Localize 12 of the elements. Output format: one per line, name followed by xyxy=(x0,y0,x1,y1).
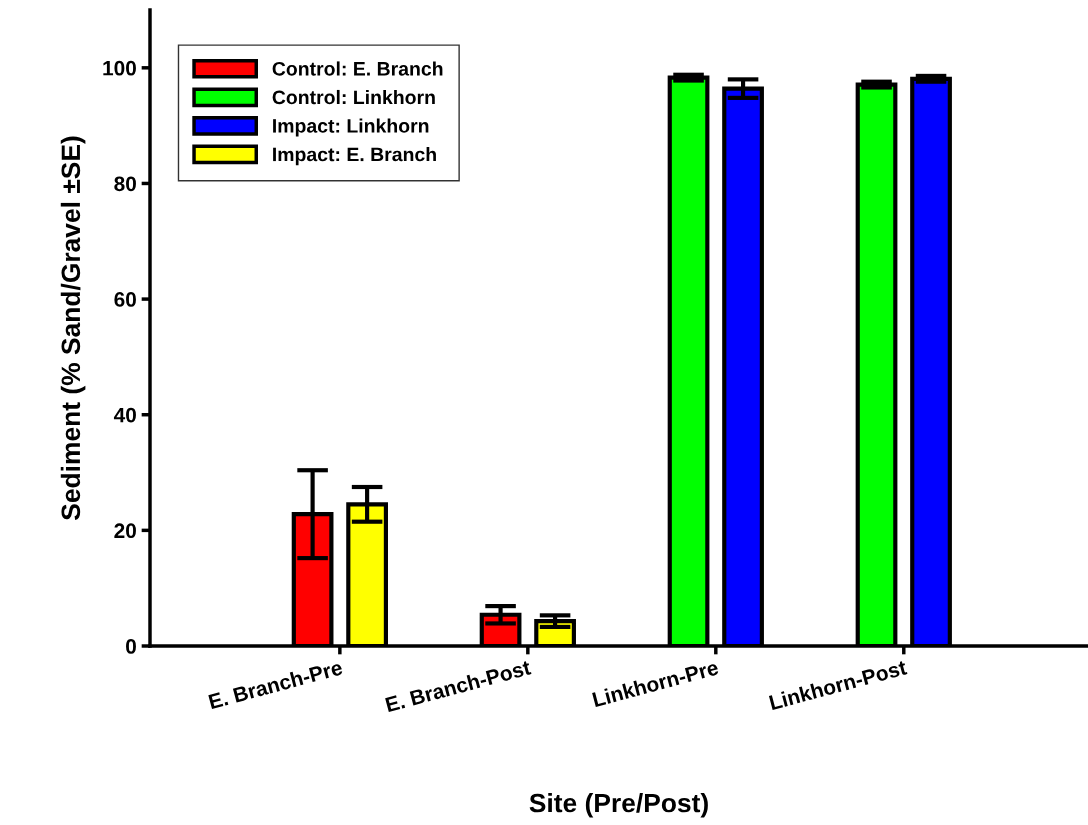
y-tick-label: 0 xyxy=(126,639,136,654)
y-tick-label: 40 xyxy=(113,407,136,423)
y-tick-label: 20 xyxy=(114,523,136,539)
y-tick-label: 100 xyxy=(103,60,136,76)
y-tick-label: 80 xyxy=(114,176,136,192)
y-tick-label: 60 xyxy=(114,292,136,307)
legend-label: Control: Linkhorn xyxy=(272,89,435,105)
x-axis-title: Site (Pre/Post) xyxy=(529,792,708,818)
legend-label: Control: E. Branch xyxy=(272,61,443,76)
legend-label: Impact: E. Branch xyxy=(273,147,436,166)
legend-label: Impact: Linkhorn xyxy=(273,118,429,137)
y-axis-title: Sediment (% Sand/Gravel ±SE) xyxy=(60,136,86,520)
